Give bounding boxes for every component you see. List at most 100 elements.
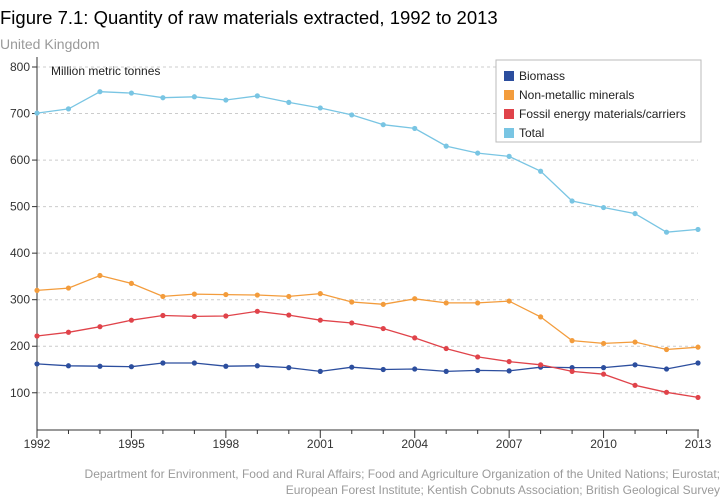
y-tick-label: 500 (10, 200, 30, 214)
series-line-total (36, 91, 699, 233)
data-point (569, 365, 575, 371)
data-point (349, 112, 355, 118)
data-point (600, 340, 607, 347)
data-point (349, 299, 355, 305)
x-tick-label: 2007 (496, 437, 523, 451)
data-point (695, 226, 701, 233)
legend-swatch (504, 71, 514, 81)
data-point (65, 329, 72, 335)
data-point (475, 300, 481, 306)
data-point (97, 324, 103, 330)
data-point (443, 368, 449, 374)
data-point (34, 361, 40, 367)
x-tick-label: 1998 (213, 437, 240, 451)
data-point (191, 313, 197, 320)
data-point (34, 110, 40, 116)
data-point (506, 153, 512, 159)
data-point (412, 125, 418, 132)
legend-label: Non-metallic minerals (519, 88, 634, 102)
series-line-biomass (36, 362, 699, 373)
data-point (632, 210, 638, 217)
data-point (695, 360, 701, 366)
data-point (128, 317, 135, 323)
x-tick-label: 1995 (118, 437, 145, 451)
legend-swatch (504, 90, 514, 100)
x-tick-label: 2001 (307, 437, 334, 451)
legend-swatch (504, 109, 514, 119)
data-point (128, 280, 135, 287)
data-point (475, 150, 481, 156)
chart-subtitle: United Kingdom (0, 36, 100, 52)
x-tick-label: 2010 (590, 437, 617, 451)
data-point (254, 93, 260, 99)
data-point (349, 320, 355, 326)
data-point (317, 317, 323, 323)
data-point (695, 344, 701, 350)
series-line-fossil-energy-materials-carriers (36, 310, 699, 399)
data-point (632, 362, 638, 368)
data-point (317, 105, 323, 111)
y-tick-label: 100 (10, 386, 30, 400)
data-point (569, 368, 575, 374)
line-chart: 100 200 300 400 500 600 700 800 1992 1995 1998 2001… (10, 57, 712, 451)
data-point (600, 365, 607, 371)
data-point (191, 291, 197, 297)
data-point (65, 363, 72, 369)
data-point (538, 362, 544, 368)
data-point (223, 97, 229, 103)
data-point (34, 333, 40, 339)
data-point (663, 346, 670, 353)
data-point (663, 366, 670, 372)
chart-title: Figure 7.1: Quantity of raw materials ex… (0, 7, 498, 28)
y-tick-label: 200 (10, 339, 30, 353)
data-point (160, 95, 166, 101)
data-point (506, 368, 512, 374)
data-point (97, 272, 103, 279)
data-point (380, 301, 386, 307)
data-point (695, 394, 701, 401)
data-point (97, 363, 103, 369)
data-point (286, 312, 292, 318)
data-point (254, 308, 260, 314)
data-point (254, 292, 260, 298)
data-point (600, 371, 607, 377)
data-point (443, 143, 449, 149)
data-point (191, 94, 197, 100)
data-point (663, 229, 670, 235)
data-point (538, 314, 544, 320)
x-tick-label: 1992 (24, 437, 51, 451)
series-line-non-metallic-minerals (36, 274, 699, 351)
legend-label: Fossil energy materials/carriers (519, 107, 686, 121)
data-point (600, 204, 607, 211)
data-point (286, 365, 292, 371)
x-tick-label: 2004 (401, 437, 428, 451)
legend-label: Total (519, 126, 544, 140)
data-point (160, 360, 166, 366)
data-point (475, 367, 481, 374)
data-point (65, 285, 72, 291)
data-point (632, 382, 638, 388)
data-point (506, 358, 512, 365)
data-point (254, 363, 260, 369)
source-line-1: Department for Environment, Food and Rur… (84, 467, 720, 481)
data-point (506, 298, 512, 304)
data-point (223, 313, 229, 319)
data-point (632, 339, 638, 345)
data-point (443, 345, 449, 352)
data-point (569, 338, 575, 344)
source-line-2: European Forest Institute; Kentish Cobnu… (285, 483, 720, 497)
data-point (475, 354, 481, 360)
data-point (663, 389, 670, 395)
legend (495, 59, 702, 143)
data-point (160, 293, 166, 300)
data-point (349, 364, 355, 370)
y-tick-label: 300 (10, 293, 30, 307)
legend-swatch (504, 128, 514, 138)
data-point (317, 368, 323, 374)
data-point (128, 90, 135, 96)
data-point (286, 293, 292, 300)
y-tick-label: 700 (10, 107, 30, 121)
data-point (223, 291, 229, 298)
data-point (443, 300, 449, 306)
data-point (97, 89, 103, 95)
